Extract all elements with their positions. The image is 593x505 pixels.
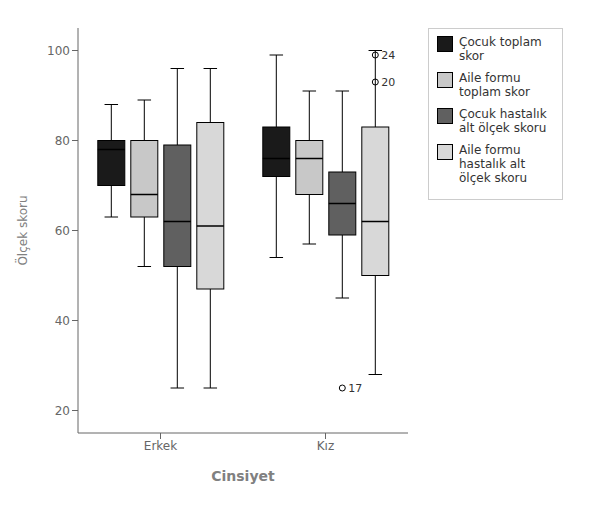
svg-text:Ölçek skoru: Ölçek skoru (14, 195, 30, 265)
svg-text:100: 100 (47, 44, 70, 58)
html-text:toplam skor: toplam skor (459, 85, 530, 99)
html-text:Çocuk toplam: Çocuk toplam (459, 35, 542, 49)
svg-text:Cinsiyet: Cinsiyet (211, 468, 275, 484)
html-text:ölçek skoru: ölçek skoru (459, 171, 528, 185)
html-text:Aile formu: Aile formu (459, 143, 521, 157)
svg-text:60: 60 (55, 224, 70, 238)
svg-text:17: 17 (348, 382, 362, 395)
svg-text:Erkek: Erkek (144, 439, 177, 453)
html-text:hastalık alt: hastalık alt (459, 157, 526, 171)
svg-text:20: 20 (381, 76, 395, 89)
html-text:skor: skor (459, 49, 485, 63)
html-text:Çocuk hastalık: Çocuk hastalık (459, 107, 547, 121)
svg-text:Kız: Kız (317, 439, 335, 453)
svg-text:80: 80 (55, 134, 70, 148)
html-text:alt ölçek skoru: alt ölçek skoru (459, 121, 547, 135)
svg-text:40: 40 (55, 314, 70, 328)
svg-text:20: 20 (55, 404, 70, 418)
html-text:Aile formu: Aile formu (459, 71, 521, 85)
svg-text:24: 24 (381, 49, 395, 62)
